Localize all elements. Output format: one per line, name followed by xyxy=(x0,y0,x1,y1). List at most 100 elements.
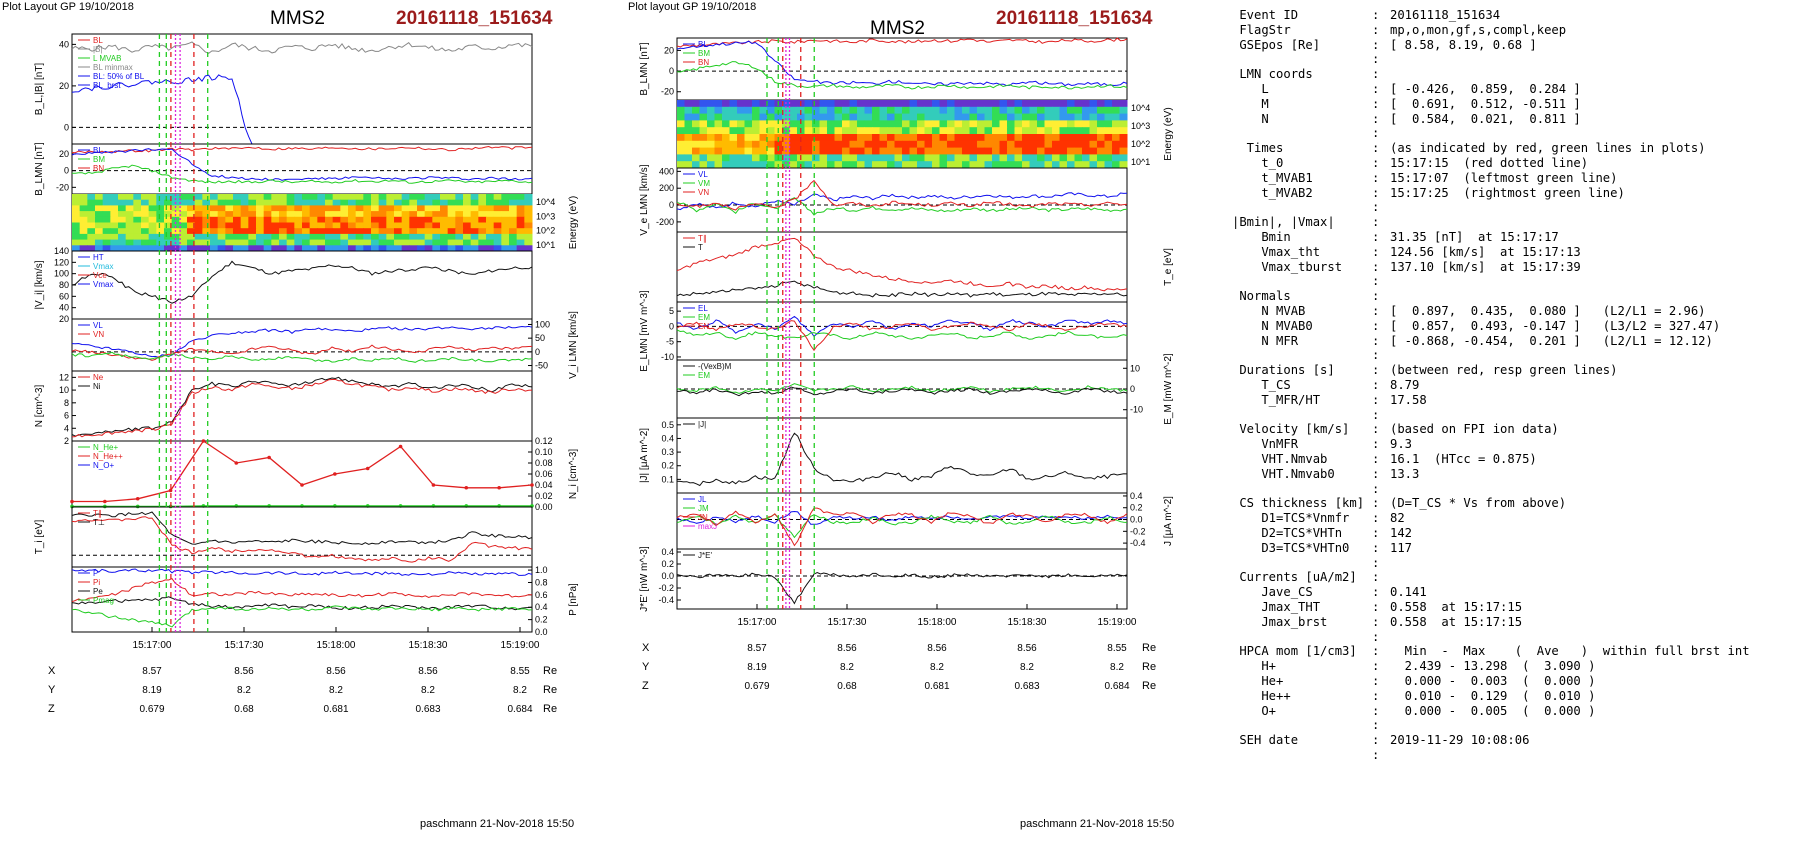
heatmap-cell xyxy=(842,140,850,149)
heatmap-cell xyxy=(225,205,234,212)
heatmap-cell xyxy=(271,233,280,241)
heatmap-cell xyxy=(722,100,730,108)
heatmap-cell xyxy=(849,140,858,149)
heatmap-cell xyxy=(133,205,142,212)
tick-label: 0 xyxy=(64,166,69,176)
info-value: 31.35 [nT] at 15:17:17 xyxy=(1390,230,1559,244)
info-colon: : xyxy=(1372,259,1380,274)
info-value: 137.10 [km/s] at 15:17:39 xyxy=(1390,259,1581,274)
info-key: D3=TCS*VHTn0 xyxy=(1232,540,1350,555)
series-line xyxy=(676,197,1128,216)
heatmap-cell xyxy=(1052,100,1060,108)
tick-label: 0.06 xyxy=(535,469,553,479)
pos-value: 0.684 xyxy=(1104,681,1129,692)
heatmap-cell xyxy=(1119,106,1128,115)
heatmap-cell xyxy=(737,106,745,115)
heatmap-cell xyxy=(917,106,925,115)
data-point xyxy=(431,483,436,487)
heatmap-cell xyxy=(984,147,993,155)
pos-value: 0.68 xyxy=(837,681,857,692)
heatmap-cell xyxy=(707,161,715,169)
heatmap-cell xyxy=(894,161,903,169)
heatmap-cell xyxy=(317,205,326,212)
heatmap-cell xyxy=(774,140,783,149)
time-tick-label: 15:18:30 xyxy=(1008,617,1047,628)
heatmap-cell xyxy=(887,154,895,162)
heatmap-cell xyxy=(95,245,104,252)
info-colon: : xyxy=(1372,452,1380,466)
heatmap-cell xyxy=(849,154,858,162)
heatmap-cell xyxy=(752,154,760,162)
heatmap-cell xyxy=(133,199,142,206)
heatmap-cell xyxy=(752,106,760,115)
heatmap-cell xyxy=(463,233,472,241)
heatmap-cell xyxy=(87,216,96,223)
heatmap-cell xyxy=(217,199,226,206)
heatmap-cell xyxy=(864,113,873,121)
heatmap-cell xyxy=(271,211,280,218)
heatmap-cell xyxy=(879,120,888,128)
heatmap-cell xyxy=(1112,140,1120,149)
heatmap-cell xyxy=(225,216,234,223)
heatmap-cell xyxy=(516,222,525,229)
heatmap-cell xyxy=(110,233,119,241)
heatmap-cell xyxy=(95,194,104,201)
heatmap-cell xyxy=(279,199,288,206)
heatmap-cell xyxy=(95,233,104,241)
heatmap-cell xyxy=(171,194,180,201)
y-axis-label: B_LMN [nT] xyxy=(639,42,650,96)
heatmap-cell xyxy=(210,228,219,235)
heatmap-cell xyxy=(432,233,441,241)
heatmap-cell xyxy=(947,134,955,142)
heatmap-cell xyxy=(722,161,730,169)
tick-label: 2 xyxy=(64,436,69,446)
heatmap-cell xyxy=(271,239,280,246)
heatmap-cell xyxy=(932,154,940,162)
data-point xyxy=(464,485,469,490)
heatmap-cell xyxy=(455,228,464,235)
heatmap-cell xyxy=(179,194,188,201)
info-colon: : xyxy=(1372,8,1380,22)
heatmap-cell xyxy=(1119,154,1128,162)
info-value: [ 0.691, 0.512, -0.511 ] xyxy=(1390,96,1581,111)
series-line xyxy=(676,315,1128,338)
heatmap-cell xyxy=(872,100,880,108)
heatmap-cell xyxy=(834,120,843,128)
heatmap-cell xyxy=(804,106,813,115)
heatmap-cell xyxy=(1029,161,1038,169)
heatmap-cell xyxy=(378,211,387,218)
heatmap-cell xyxy=(394,239,403,246)
series-line xyxy=(676,507,1128,547)
heatmap-cell xyxy=(842,120,850,128)
heatmap-cell xyxy=(752,100,760,108)
series-line xyxy=(71,148,533,181)
heatmap-cell xyxy=(692,140,700,149)
heatmap-cell xyxy=(812,161,820,169)
heatmap-cell xyxy=(233,205,242,212)
heatmap-cell xyxy=(939,147,948,155)
subplot-3: |V_i| [km/s]14012010080604020HTVmaxVceVm… xyxy=(34,246,533,324)
heatmap-cell xyxy=(977,140,985,149)
heatmap-cell xyxy=(984,120,993,128)
heatmap-cell xyxy=(932,120,940,128)
heatmap-cell xyxy=(248,205,257,212)
heatmap-cell xyxy=(1074,106,1083,115)
heatmap-cell xyxy=(493,211,502,218)
data-point xyxy=(103,499,107,504)
heatmap-cell xyxy=(1059,140,1068,149)
heatmap-cell xyxy=(804,100,813,108)
heatmap-cell xyxy=(424,239,433,246)
heatmap-cell xyxy=(447,205,456,212)
tick-label: 10^3 xyxy=(1131,121,1150,131)
heatmap-cell xyxy=(999,100,1008,108)
heatmap-cell xyxy=(371,228,380,235)
heatmap-cell xyxy=(332,216,341,223)
heatmap-cell xyxy=(302,233,311,241)
heatmap-cell xyxy=(509,216,518,223)
heatmap-cell xyxy=(493,222,502,229)
heatmap-cell xyxy=(355,216,364,223)
heatmap-cell xyxy=(110,222,119,229)
heatmap-cell xyxy=(1104,154,1113,162)
heatmap-cell xyxy=(1059,120,1068,128)
